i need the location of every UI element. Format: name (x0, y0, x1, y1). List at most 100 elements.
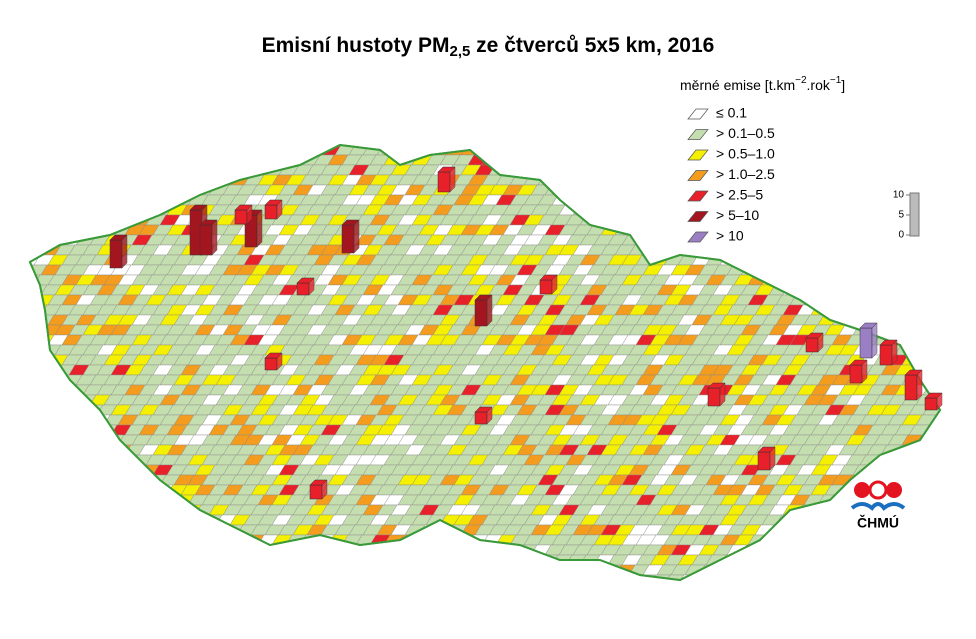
tile (215, 145, 237, 146)
tile (47, 454, 69, 466)
tile (117, 174, 139, 186)
emission-tiles (30, 145, 971, 580)
tile (124, 544, 146, 556)
tile (887, 534, 909, 546)
tile (908, 344, 930, 356)
tile (82, 544, 104, 556)
bar (109, 239, 123, 269)
tile (145, 145, 167, 146)
tile (859, 574, 881, 580)
tile (33, 394, 55, 406)
tile (103, 214, 125, 226)
tile (944, 475, 964, 485)
tile (61, 474, 83, 486)
tile (789, 254, 811, 266)
tile (131, 154, 153, 166)
legend-swatch (687, 211, 709, 222)
tile (908, 524, 930, 536)
tile (138, 145, 160, 156)
tile (922, 304, 940, 316)
bar-top (474, 294, 493, 301)
tile (936, 504, 940, 516)
tile (33, 414, 55, 426)
tile (82, 504, 104, 516)
tile (915, 314, 937, 326)
bar (234, 209, 248, 225)
tile (901, 474, 923, 486)
tile (719, 574, 741, 580)
bar (296, 282, 310, 296)
tile (376, 544, 398, 556)
tile (96, 564, 118, 576)
tile (789, 154, 811, 166)
tile (271, 145, 293, 146)
tile (544, 564, 566, 576)
tile (894, 304, 916, 316)
tile (30, 384, 48, 396)
tile (222, 164, 244, 176)
legend-label: > 0.5–1.0 (716, 146, 775, 162)
tile (47, 145, 69, 146)
tile (944, 375, 964, 385)
tile (944, 395, 964, 405)
tile (845, 174, 867, 186)
tile (124, 504, 146, 516)
tile (944, 255, 964, 265)
logo-wave (850, 502, 906, 511)
tile (369, 574, 391, 580)
tile (859, 274, 881, 286)
tile (54, 204, 76, 216)
tile (831, 154, 853, 166)
tile (166, 524, 188, 536)
tile (201, 554, 223, 566)
tile (30, 504, 48, 516)
tile (915, 274, 937, 286)
tile (922, 284, 940, 296)
tile (796, 264, 818, 276)
tile (404, 544, 426, 556)
tile (30, 174, 41, 186)
tile (803, 145, 825, 146)
tile (845, 214, 867, 226)
tile (866, 224, 888, 236)
tile (663, 145, 685, 146)
tile (89, 554, 111, 566)
tile (586, 145, 608, 156)
tile (439, 145, 461, 146)
tile (845, 194, 867, 206)
tile (208, 544, 230, 556)
tile (586, 204, 608, 216)
tile (880, 324, 902, 336)
tile (124, 184, 146, 196)
tile (558, 564, 580, 576)
tile (951, 565, 971, 575)
tile (544, 184, 566, 196)
tile (138, 484, 160, 496)
bar (904, 374, 918, 401)
bar-side (353, 219, 360, 254)
tile (117, 514, 139, 526)
tile (75, 154, 97, 166)
tile (166, 564, 188, 576)
tile (838, 264, 860, 276)
tile (936, 304, 940, 316)
tile (845, 534, 867, 546)
tile (887, 254, 909, 266)
tile (929, 354, 940, 366)
tile (796, 204, 818, 216)
tile (803, 534, 825, 546)
tile (397, 145, 419, 146)
tile (852, 544, 874, 556)
tile (642, 204, 664, 216)
tile (96, 164, 118, 176)
tile (509, 145, 531, 146)
tile (656, 224, 678, 236)
tile (838, 524, 860, 536)
tile (663, 154, 685, 166)
tile (264, 145, 286, 156)
tile (124, 524, 146, 536)
tile (327, 574, 349, 580)
tile (250, 564, 272, 576)
emission-bars (109, 166, 943, 500)
tile (922, 504, 940, 516)
